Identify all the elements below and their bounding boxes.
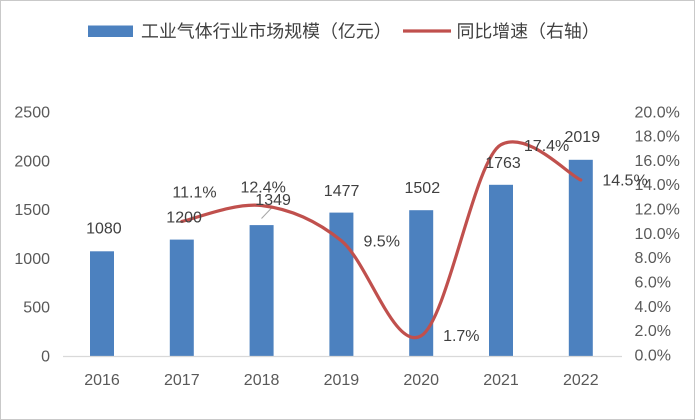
- svg-text:2.0%: 2.0%: [635, 323, 671, 340]
- svg-text:6.0%: 6.0%: [635, 275, 671, 292]
- svg-text:14.5%: 14.5%: [602, 173, 647, 190]
- svg-text:1349: 1349: [255, 192, 291, 209]
- svg-text:1763: 1763: [485, 155, 521, 172]
- svg-text:9.5%: 9.5%: [363, 234, 399, 251]
- svg-text:12.0%: 12.0%: [635, 202, 680, 219]
- svg-text:2021: 2021: [483, 372, 519, 389]
- svg-text:12.4%: 12.4%: [241, 179, 286, 196]
- svg-text:2020: 2020: [403, 372, 439, 389]
- svg-text:14.0%: 14.0%: [635, 177, 680, 194]
- svg-text:1000: 1000: [14, 251, 50, 268]
- svg-text:1477: 1477: [324, 183, 360, 200]
- svg-text:17.4%: 17.4%: [524, 138, 569, 155]
- svg-text:1080: 1080: [86, 221, 122, 238]
- svg-text:0: 0: [41, 348, 50, 365]
- svg-text:2016: 2016: [84, 372, 120, 389]
- svg-text:4.0%: 4.0%: [635, 299, 671, 316]
- svg-text:0.0%: 0.0%: [635, 347, 671, 364]
- svg-text:2022: 2022: [563, 372, 599, 389]
- svg-text:18.0%: 18.0%: [635, 129, 680, 146]
- svg-text:2000: 2000: [14, 153, 50, 170]
- svg-text:500: 500: [23, 300, 50, 317]
- svg-text:1200: 1200: [166, 209, 202, 226]
- svg-text:8.0%: 8.0%: [635, 250, 671, 267]
- svg-text:10.0%: 10.0%: [635, 226, 680, 243]
- svg-text:2017: 2017: [164, 372, 200, 389]
- svg-text:1502: 1502: [405, 180, 441, 197]
- svg-text:2018: 2018: [244, 372, 280, 389]
- svg-text:2500: 2500: [14, 105, 50, 122]
- svg-text:2019: 2019: [324, 372, 360, 389]
- svg-text:16.0%: 16.0%: [635, 153, 680, 170]
- svg-text:2019: 2019: [565, 129, 601, 146]
- svg-text:1.7%: 1.7%: [443, 328, 479, 345]
- svg-text:11.1%: 11.1%: [172, 185, 216, 202]
- svg-text:1500: 1500: [14, 202, 50, 219]
- svg-text:20.0%: 20.0%: [635, 104, 680, 121]
